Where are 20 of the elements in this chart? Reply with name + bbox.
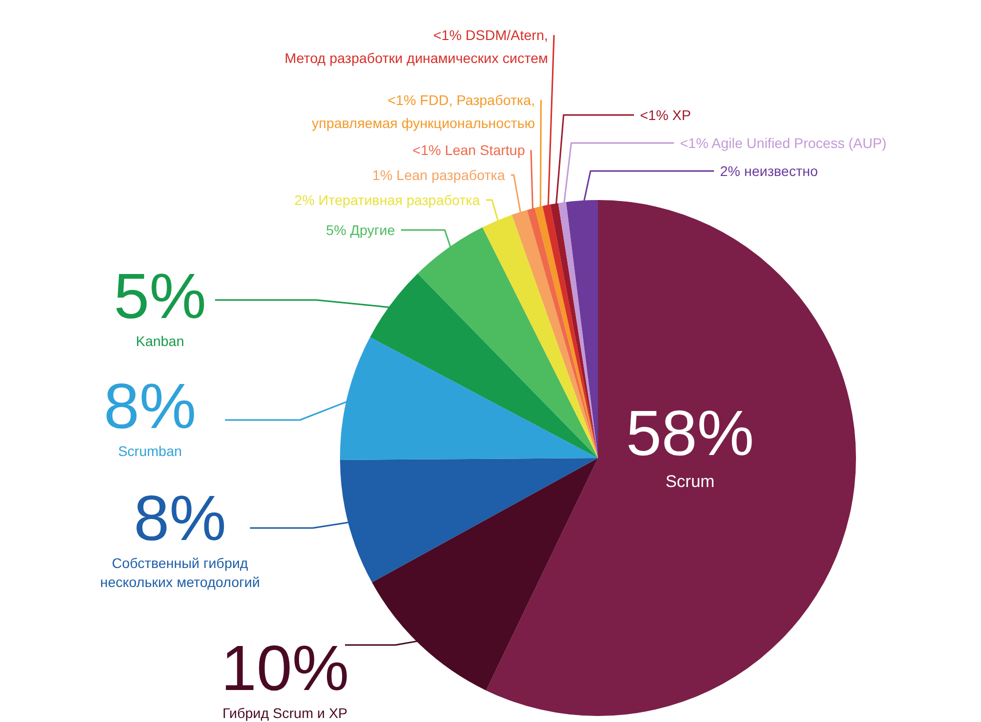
slice-label: Kanban [136,333,184,349]
data-label: 8% [134,482,226,554]
data-label: 5% [114,260,206,332]
slice-label: <1% Lean Startup [412,142,526,158]
slice-label: 2% Итеративная разработка [294,192,480,208]
slice-label: <1% Agile Unified Process (AUP) [680,135,887,151]
slice-label: 1% Lean разработка [372,167,506,183]
slice-label: <1% DSDM/Atern, Метод разработки динамических систем [284,27,548,66]
slice-label: Собственный гибрид нескольких методологий [100,555,260,590]
slice-label: <1% FDD, Разработка, управляемая функциональностью [312,92,535,131]
slice-label: 5% Другие [326,222,396,238]
slice-label: Гибрид Scrum и XP [222,705,348,721]
data-label: 8% [104,370,196,442]
slice-label: 2% неизвестно [720,163,818,179]
slice-label: <1% XP [640,107,691,123]
data-label: 10% [220,632,350,704]
slice-label: Scrumban [118,443,182,459]
slice-label: Scrum [665,472,715,491]
pie-slice [486,200,856,716]
data-label: 58% [626,397,754,469]
